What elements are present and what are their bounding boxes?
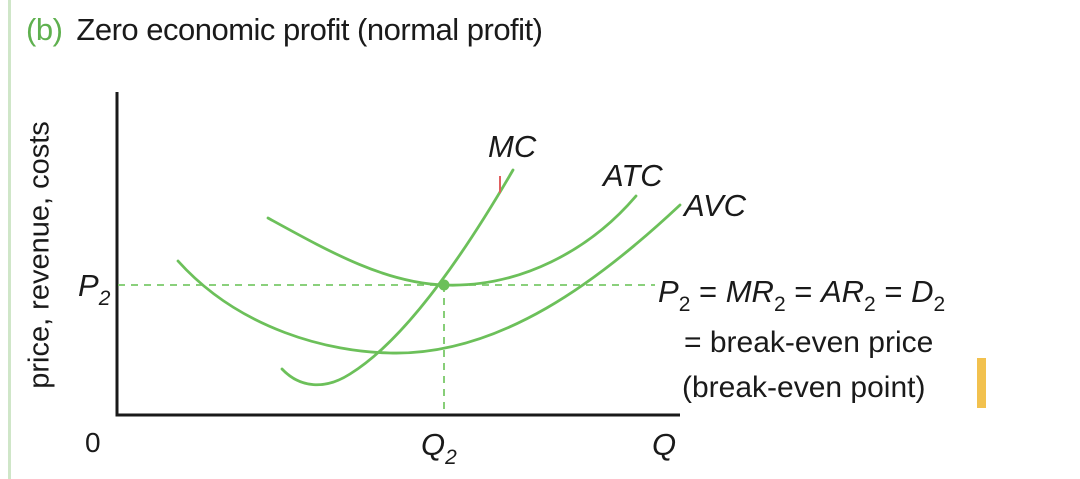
origin-label: 0 [85,427,101,458]
p2-axis-label: P2 [78,268,111,310]
price-equality-label: P2 = MR2 = AR2 = D2 [658,274,945,316]
panel-left-rule [8,0,11,479]
highlight-mark [977,358,986,408]
avc-curve [176,203,682,355]
mc-label: MC [488,129,537,164]
panel-part-label: (b) [26,12,63,47]
atc-curve [266,194,638,287]
break-even-point-label: (break-even point) [682,371,925,404]
mc-curve [280,168,515,387]
panel-title-text: Zero economic profit (normal profit) [76,12,543,47]
break-even-price-label: = break-even price [684,326,933,359]
q2-axis-label: Q2 [421,427,457,469]
atc-label: ATC [601,158,663,193]
break-even-point [438,279,450,291]
avc-label: AVC [682,188,747,223]
x-axis-label: Q [652,427,676,462]
panel-title: (b) Zero economic profit (normal profit) [26,12,543,48]
